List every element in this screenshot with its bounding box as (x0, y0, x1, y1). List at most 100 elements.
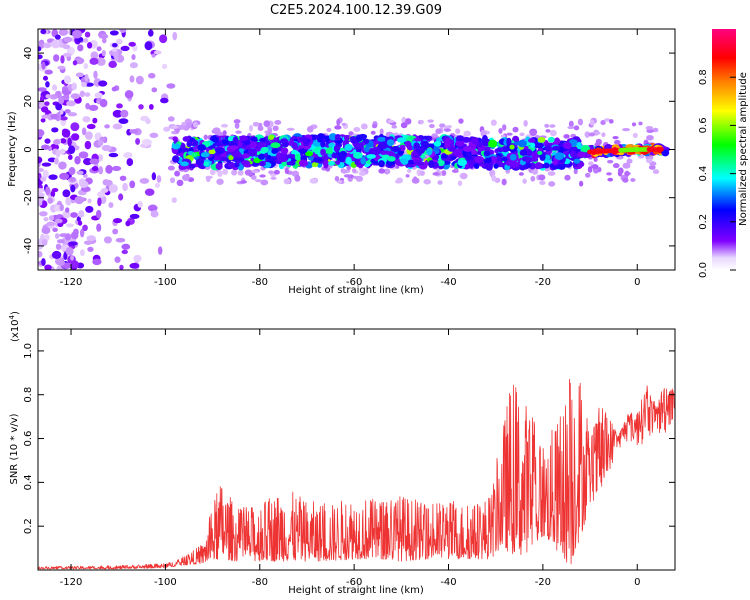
spectrogram-cell (125, 220, 131, 227)
y-tick-label: 0.6 (23, 431, 34, 447)
spectrogram-cell (197, 144, 207, 152)
svg-text:(x104): (x104) (8, 311, 21, 342)
spectrogram-cell (343, 174, 352, 178)
spectrogram-cell (400, 122, 408, 129)
spectrogram-cell (169, 177, 176, 184)
spectrogram-cell (121, 243, 131, 250)
spectrogram-cell (271, 148, 279, 154)
y-tick-label: -40 (23, 238, 34, 254)
snr-exponent-power: 4 (8, 314, 16, 319)
spectrogram-cell (41, 238, 48, 246)
spectrogram-cell (144, 188, 155, 196)
colorbar-tick-label: 0.0 (698, 262, 709, 278)
spectrogram-cells (38, 29, 671, 270)
spectrogram-cell (44, 69, 53, 75)
spectrogram-cell (426, 147, 433, 156)
x-tick-label: -60 (346, 277, 362, 288)
spectrogram-cell (573, 168, 578, 175)
spectrogram-cell (421, 135, 432, 140)
spectrogram-cell (83, 38, 89, 43)
spectrogram-cell (352, 175, 360, 180)
spectrogram-cell (603, 118, 611, 122)
spectrogram-cell (543, 162, 550, 169)
spectrogram-cell (78, 151, 89, 159)
spectrogram-cell (62, 210, 71, 219)
spectrogram-cell (544, 154, 551, 161)
spectrogram-cell (274, 120, 282, 125)
spectrogram-cell (455, 128, 461, 134)
spectrogram-cell (446, 125, 452, 129)
spectrogram-cell (311, 162, 319, 168)
spectrogram-cell (554, 152, 565, 161)
spectrogram-cell (59, 108, 64, 115)
spectrogram-cell (51, 187, 59, 193)
spectrogram-cell (485, 163, 493, 171)
spectrogram-cell (68, 241, 78, 246)
spectrogram-cell (70, 93, 80, 100)
spectrogram-cell (396, 137, 407, 143)
spectrogram-cell (547, 136, 555, 143)
spectrogram-cell (601, 132, 606, 138)
spectrogram-cell (366, 154, 376, 159)
spectrogram-cell (294, 174, 301, 182)
spectrogram-cell (581, 153, 592, 158)
spectrogram-cell (103, 236, 112, 244)
spectrogram-cell (459, 172, 468, 180)
colorbar-ticks: 0.0 0.2 0.4 0.6 0.8 (698, 69, 736, 278)
spectrogram-cell (378, 160, 385, 168)
spectrogram-cell (309, 178, 318, 184)
y-tick-label: 1.0 (23, 343, 34, 359)
spectrogram-cell (291, 142, 298, 150)
spectrogram-cell (525, 149, 533, 157)
spectrogram-cell (138, 104, 144, 110)
spectrogram-cell (126, 158, 134, 167)
spectrogram-cell (607, 177, 614, 182)
spectrogram-cell (595, 138, 602, 146)
spectrogram-cell (444, 137, 452, 146)
spectrogram-cell (506, 132, 513, 136)
spectrogram-cell (79, 249, 85, 257)
spectrogram-cell (38, 167, 44, 173)
spectrogram-cell (59, 172, 70, 180)
spectrogram-cell (444, 143, 451, 149)
spectrogram-cell (68, 167, 76, 175)
spectrogram-cell (133, 254, 142, 263)
spectrogram-cell (406, 168, 412, 173)
spectrogram-cell (122, 182, 128, 192)
spectrogram-cell (41, 106, 49, 113)
spectrogram-cell (145, 118, 151, 125)
spectrogram-cell (227, 161, 235, 168)
spectrogram-cell (129, 213, 140, 219)
spectrogram-cell (228, 155, 234, 161)
spectrogram-cell (470, 149, 478, 155)
spectrogram-cell (535, 162, 543, 170)
snr-series-line (38, 378, 675, 570)
spectrogram-cell (258, 153, 265, 160)
spectrogram-cell (431, 133, 438, 138)
spectrogram-cell (113, 218, 123, 224)
spectrogram-cell (283, 178, 291, 185)
spectrogram-cell (40, 118, 46, 123)
spectrogram-cell (280, 138, 289, 144)
spectrogram-cell (171, 143, 181, 150)
spectrogram-cell (45, 81, 50, 88)
snr-panel: -120 -100 -80 -60 -40 -20 0 0.2 0.4 0.6 0.8 1.0 Hei… (8, 311, 676, 596)
spectrogram-cell (317, 133, 325, 141)
spectrogram-cell (335, 160, 341, 165)
spectrogram-cell (172, 155, 180, 163)
spectrogram-cell (517, 139, 527, 148)
y-tick-label: -20 (23, 190, 34, 206)
spectrogram-cell (120, 45, 130, 52)
spectrogram-cell (41, 61, 46, 70)
x-tick-label: -120 (60, 577, 83, 588)
spectrogram-cell (272, 125, 279, 132)
spectrogram-cell (380, 150, 391, 156)
spectrogram-cell (371, 123, 378, 129)
spectrogram-cell (345, 156, 352, 165)
spectrogram-cell (180, 161, 189, 167)
spectrogram-cell (652, 169, 660, 175)
spectrogram-cell (632, 132, 638, 138)
spectrogram-cell (205, 175, 211, 183)
spectrogram-cell (522, 178, 527, 184)
spectrogram-cell (600, 120, 606, 126)
